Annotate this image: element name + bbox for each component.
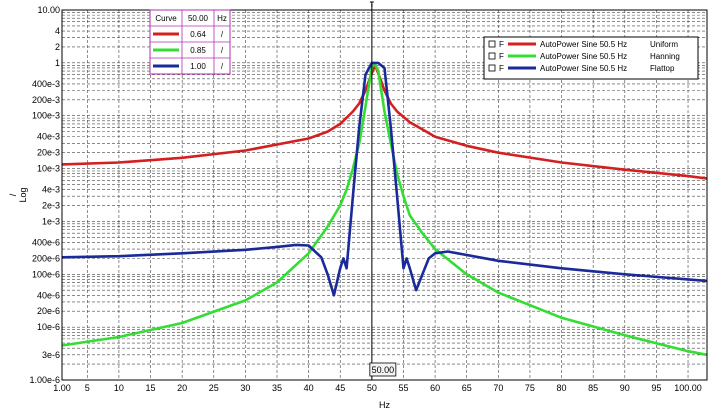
x-tick-label: 10 xyxy=(114,383,124,393)
y-tick-label: 3e-6 xyxy=(42,350,60,360)
x-tick-label: 100.00 xyxy=(674,383,702,393)
cursor[interactable]: 50.00 xyxy=(369,1,397,380)
y-tick-label: 20e-6 xyxy=(37,306,60,316)
series-line-3 xyxy=(61,61,708,297)
axis-titles: Hz /Log xyxy=(8,187,390,410)
y-tick-label: 10e-6 xyxy=(37,322,60,332)
x-axis-title: Hz xyxy=(379,400,390,410)
x-tick-label: 95 xyxy=(651,383,661,393)
x-tick-label: 65 xyxy=(462,383,472,393)
legend-prefix: F xyxy=(499,64,504,73)
y-tick-label: 1e-3 xyxy=(42,216,60,226)
x-tick-label: 15 xyxy=(146,383,156,393)
y-axis-title: / xyxy=(8,193,18,196)
y-axis-scale-label: Log xyxy=(18,187,28,202)
y-tick-label: 400e-3 xyxy=(32,79,60,89)
y-tick-label: 2e-3 xyxy=(42,201,60,211)
legend-checkbox[interactable] xyxy=(488,40,496,48)
x-tick-label: 45 xyxy=(335,383,345,393)
cursor-table-header: Curve xyxy=(155,14,177,23)
x-tick-label: 80 xyxy=(557,383,567,393)
legend-checkbox[interactable] xyxy=(488,52,496,60)
y-tick-label: 200e-3 xyxy=(32,95,60,105)
x-tick-label: 20 xyxy=(177,383,187,393)
y-tick-label: 100e-3 xyxy=(32,111,60,121)
x-tick-label: 30 xyxy=(240,383,250,393)
y-tick-label: 10.00 xyxy=(37,5,60,15)
series-group xyxy=(61,61,708,357)
legend-name: AutoPower Sine 50.5 Hz xyxy=(540,64,627,73)
legend-prefix: F xyxy=(499,40,504,49)
legend: F AutoPower Sine 50.5 Hz Uniform F AutoPower… xyxy=(483,36,699,80)
x-tick-label: 5 xyxy=(85,383,90,393)
y-tick-label: 1 xyxy=(55,58,60,68)
cursor-table-value: 1.00 xyxy=(190,62,206,71)
x-tick-label: 75 xyxy=(525,383,535,393)
y-tick-label: 400e-6 xyxy=(32,237,60,247)
cursor-value-box xyxy=(369,362,397,377)
x-tick-label: 50 xyxy=(367,383,377,393)
y-tick-label: 1.00e-6 xyxy=(29,375,60,385)
series-line-2 xyxy=(61,62,708,357)
cursor-value-label: 50.00 xyxy=(372,365,395,375)
y-tick-label: 4e-3 xyxy=(42,185,60,195)
cursor-table-unit: / xyxy=(221,46,224,55)
x-tick-label: 35 xyxy=(272,383,282,393)
legend-window: Hanning xyxy=(650,52,680,61)
cursor-table-unit: / xyxy=(221,30,224,39)
legend-name: AutoPower Sine 50.5 Hz xyxy=(540,52,627,61)
y-tick-label: 100e-6 xyxy=(32,269,60,279)
cursor-table-value: 0.64 xyxy=(190,30,206,39)
x-tick-label: 25 xyxy=(209,383,219,393)
x-tick-label: 1.00 xyxy=(53,383,71,393)
x-tick-label: 85 xyxy=(588,383,598,393)
plot-frame xyxy=(61,9,708,381)
x-tick-label: 55 xyxy=(398,383,408,393)
legend-checkbox[interactable] xyxy=(488,64,496,72)
legend-name: AutoPower Sine 50.5 Hz xyxy=(540,40,627,49)
x-tick-label: 70 xyxy=(493,383,503,393)
cursor-table-value: 0.85 xyxy=(190,46,206,55)
y-tick-label: 2 xyxy=(55,42,60,52)
cursor-table-unit: / xyxy=(221,62,224,71)
y-tick-label: 20e-3 xyxy=(37,148,60,158)
cursor-table-header: 50.00 xyxy=(188,14,209,23)
y-tick-label: 200e-6 xyxy=(32,253,60,263)
legend-window: Uniform xyxy=(650,40,678,49)
cursor-table: Curve 50.00 Hz 0.64 / 0.85 / 1.00 / xyxy=(149,9,231,75)
cursor-table-header: Hz xyxy=(217,14,227,23)
x-tick-label: 60 xyxy=(430,383,440,393)
y-tick-label: 4 xyxy=(55,26,60,36)
tick-labels: 1.00 5 10 15 20 25 30 35 40 45 50 55 60 65 70 75 80 85 90 9… xyxy=(29,5,701,393)
legend-prefix: F xyxy=(499,52,504,61)
y-tick-label: 40e-6 xyxy=(37,290,60,300)
y-tick-label: 40e-3 xyxy=(37,132,60,142)
x-tick-label: 40 xyxy=(304,383,314,393)
legend-window: Flattop xyxy=(650,64,675,73)
x-tick-label: 90 xyxy=(620,383,630,393)
y-tick-label: 10e-3 xyxy=(37,164,60,174)
cursor-handle[interactable] xyxy=(369,1,374,7)
